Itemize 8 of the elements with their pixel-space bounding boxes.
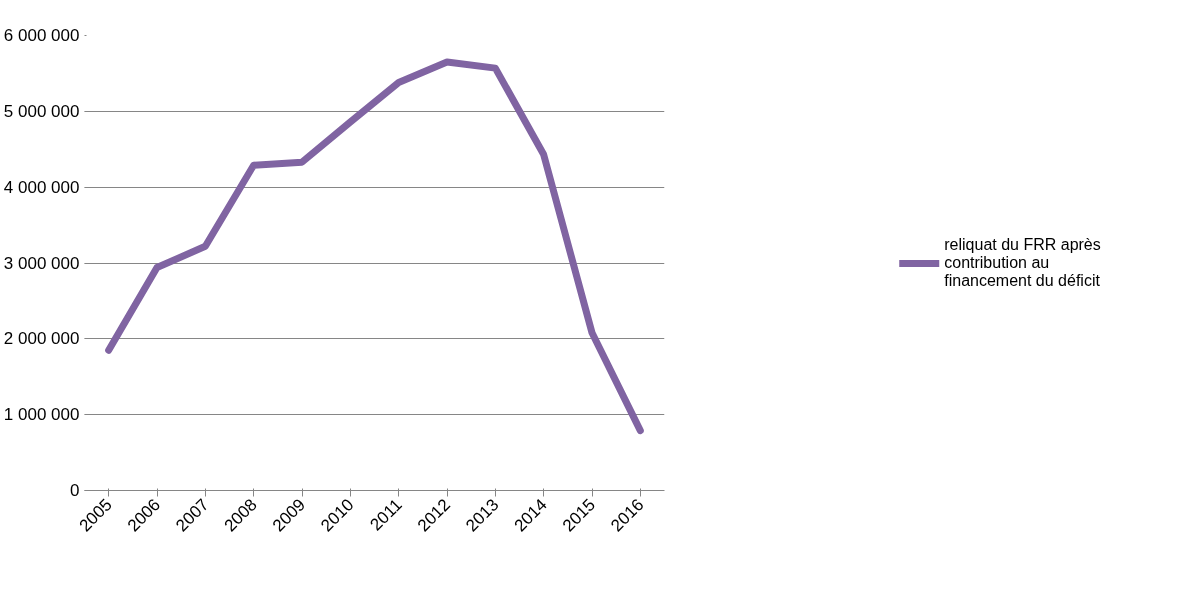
y-tick-label: 5 000 000 [3,101,80,121]
y-tick-label: 6 000 000 [3,26,80,45]
y-tick-label: 1 000 000 [3,405,80,425]
y-tick-label: 2 000 000 [3,329,80,349]
y-tick-label: 4 000 000 [3,177,80,197]
y-tick-label: 0 [70,481,80,500]
y-tick-label: 3 000 000 [3,253,80,273]
legend-label: reliquat du FRR après contribution au financement du déficit [944,235,1101,290]
